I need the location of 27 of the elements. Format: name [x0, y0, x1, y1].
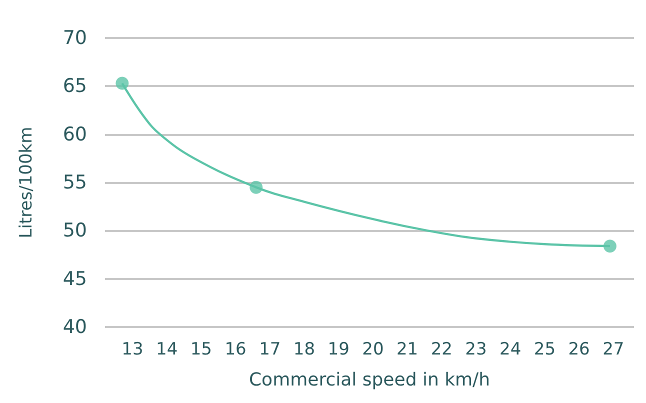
y-tick-label: 40 [62, 316, 87, 338]
x-tick-label: 18 [293, 340, 316, 360]
y-tick-label: 50 [62, 220, 87, 242]
y-tick-label: 45 [62, 268, 87, 290]
x-tick-label: 26 [568, 340, 590, 360]
point [603, 240, 616, 253]
y-tick-label: 70 [62, 27, 87, 49]
x-tick-label: 14 [156, 340, 178, 360]
x-tick-label: 20 [362, 340, 384, 360]
x-tick-label: 13 [122, 340, 144, 360]
point [250, 180, 263, 194]
x-tick-label: 23 [465, 340, 487, 360]
x-tick-label: 22 [430, 340, 452, 360]
point [116, 76, 129, 90]
y-axis-title: Litres/100km [16, 126, 36, 238]
x-tick-label: 16 [224, 340, 246, 360]
x-tick-label: 27 [602, 340, 624, 360]
x-axis-title: Commercial speed in km/h [248, 370, 490, 390]
x-tick-label: 24 [500, 340, 522, 360]
y-tick-label: 65 [62, 75, 87, 98]
x-tick-label: 19 [328, 340, 350, 360]
x-tick-label: 25 [534, 340, 556, 360]
y-tick-label: 55 [62, 172, 87, 194]
x-tick-label: 15 [190, 340, 212, 360]
x-tick-label: 17 [259, 340, 281, 360]
y-tick-label: 60 [62, 123, 87, 146]
x-tick-label: 21 [396, 340, 418, 360]
